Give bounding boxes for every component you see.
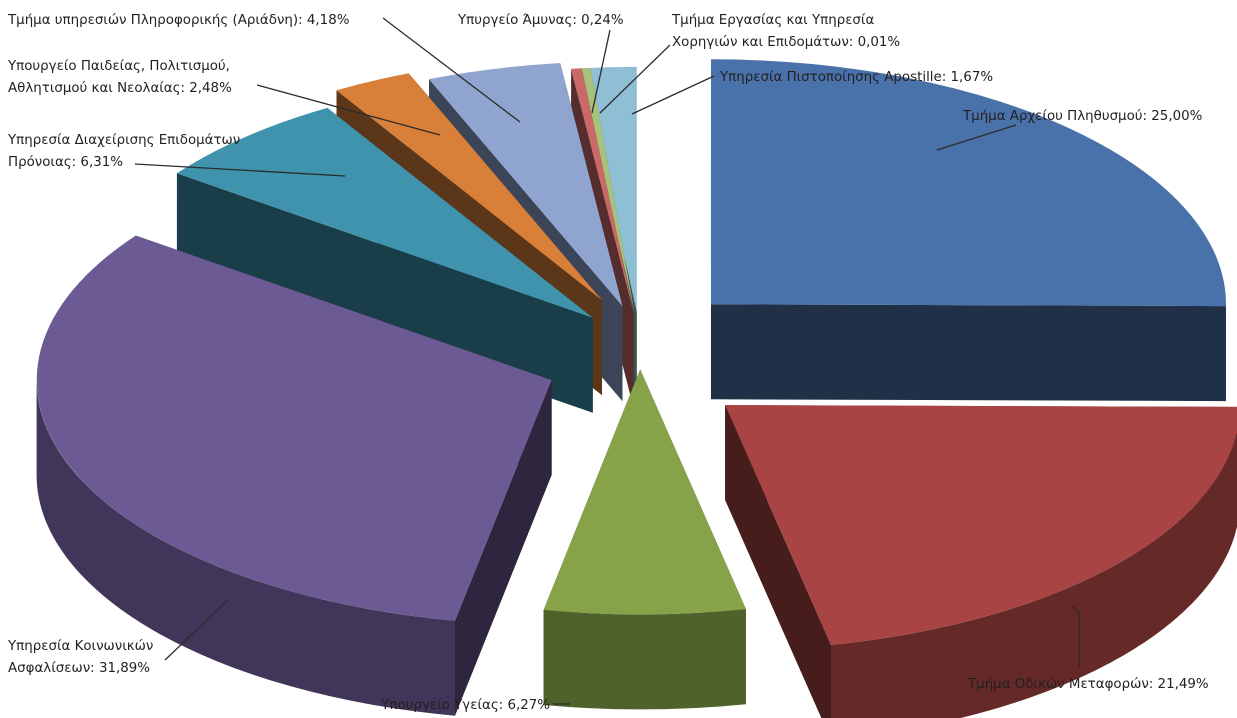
leader-education — [256, 84, 441, 136]
leader-defence — [591, 29, 611, 114]
label-defence: Υπυργείο Άμυνας: 0,24% — [457, 12, 624, 28]
label-labour: Τμήμα Εργασίας και Υπηρεσία Χορηγιών και … — [671, 12, 900, 50]
label-transport-line-0: Τμήμα Οδικών Μεταφορών: 21,49% — [967, 676, 1209, 692]
label-education-line-1: Αθλητισμού και Νεολαίας: 2,48% — [8, 80, 232, 96]
label-social-line-0: Υπηρεσία Κοινωνικών — [7, 638, 153, 654]
label-apostille: Υπηρεσία Πιστοποίησης Apostille: 1,67% — [719, 69, 993, 85]
label-labour-line-1: Χορηγιών και Επιδομάτων: 0,01% — [672, 34, 900, 50]
label-defence-line-0: Υπυργείο Άμυνας: 0,24% — [457, 12, 624, 28]
slice-defence-top — [571, 68, 634, 313]
label-ariadni-line-0: Τμήμα υπηρεσιών Πληροφορικής (Αριάδνη): … — [7, 12, 349, 28]
label-education-line-0: Υπουργείο Παιδείας, Πολιτισμού, — [7, 58, 230, 74]
slice-welfare-wall-0 — [176, 173, 593, 413]
label-ariadni: Τμήμα υπηρεσιών Πληροφορικής (Αριάδνη): … — [7, 12, 349, 28]
leader-labour — [599, 44, 671, 114]
slice-health-side — [543, 609, 746, 710]
slice-social — [36, 235, 552, 716]
slice-transport-wall-1 — [725, 405, 831, 718]
label-education: Υπουργείο Παιδείας, Πολιτισμού, Αθλητισμο… — [7, 58, 232, 96]
label-health-line-0: Υπουργείο Υγείας: 6,27% — [380, 697, 550, 713]
slice-archive-top — [711, 59, 1227, 307]
leader-transport — [1071, 605, 1080, 668]
slice-archive — [710, 59, 1227, 402]
label-archive: Τμήμα Αρχείου Πληθυσμού: 25,00% — [962, 108, 1202, 124]
slice-social-top — [36, 235, 552, 621]
slice-social-side — [36, 380, 455, 716]
slice-transport-side — [831, 431, 1237, 718]
slice-archive-wall-1 — [710, 304, 1226, 402]
label-welfare-line-0: Υπηρεσία Διαχείρισης Επιδομάτων — [7, 132, 240, 148]
slice-transport — [725, 405, 1237, 718]
slice-welfare — [176, 107, 593, 413]
pie-slices — [36, 59, 1237, 718]
leader-archive — [936, 124, 1017, 151]
slice-health-top — [543, 369, 746, 615]
label-welfare-line-1: Πρόνοιας: 6,31% — [8, 154, 123, 170]
label-welfare: Υπηρεσία Διαχείρισης Επιδομάτων Πρόνοιας:… — [7, 132, 240, 170]
slice-education-top — [336, 73, 602, 301]
slice-health — [543, 369, 746, 710]
label-transport: Τμήμα Οδικών Μεταφορών: 21,49% — [967, 676, 1209, 692]
label-social-line-1: Ασφαλίσεων: 31,89% — [8, 660, 150, 676]
slice-ariadni-top — [429, 63, 623, 307]
slice-transport-top — [725, 405, 1237, 645]
leader-lines — [134, 17, 1080, 705]
slice-labels: Τμήμα Αρχείου Πληθυσμού: 25,00% Τμήμα Οδι… — [7, 12, 1209, 713]
label-apostille-line-0: Υπηρεσία Πιστοποίησης Apostille: 1,67% — [719, 69, 993, 85]
leader-apostille — [631, 75, 715, 115]
slice-welfare-top — [176, 107, 593, 318]
label-labour-line-0: Τμήμα Εργασίας και Υπηρεσία — [671, 12, 874, 28]
label-social: Υπηρεσία Κοινωνικών Ασφαλίσεων: 31,89% — [7, 638, 153, 676]
leader-ariadni — [382, 17, 521, 123]
leader-welfare — [134, 163, 346, 177]
label-health: Υπουργείο Υγείας: 6,27% — [380, 697, 550, 713]
leader-social — [164, 599, 229, 661]
label-archive-line-0: Τμήμα Αρχείου Πληθυσμού: 25,00% — [962, 108, 1202, 124]
